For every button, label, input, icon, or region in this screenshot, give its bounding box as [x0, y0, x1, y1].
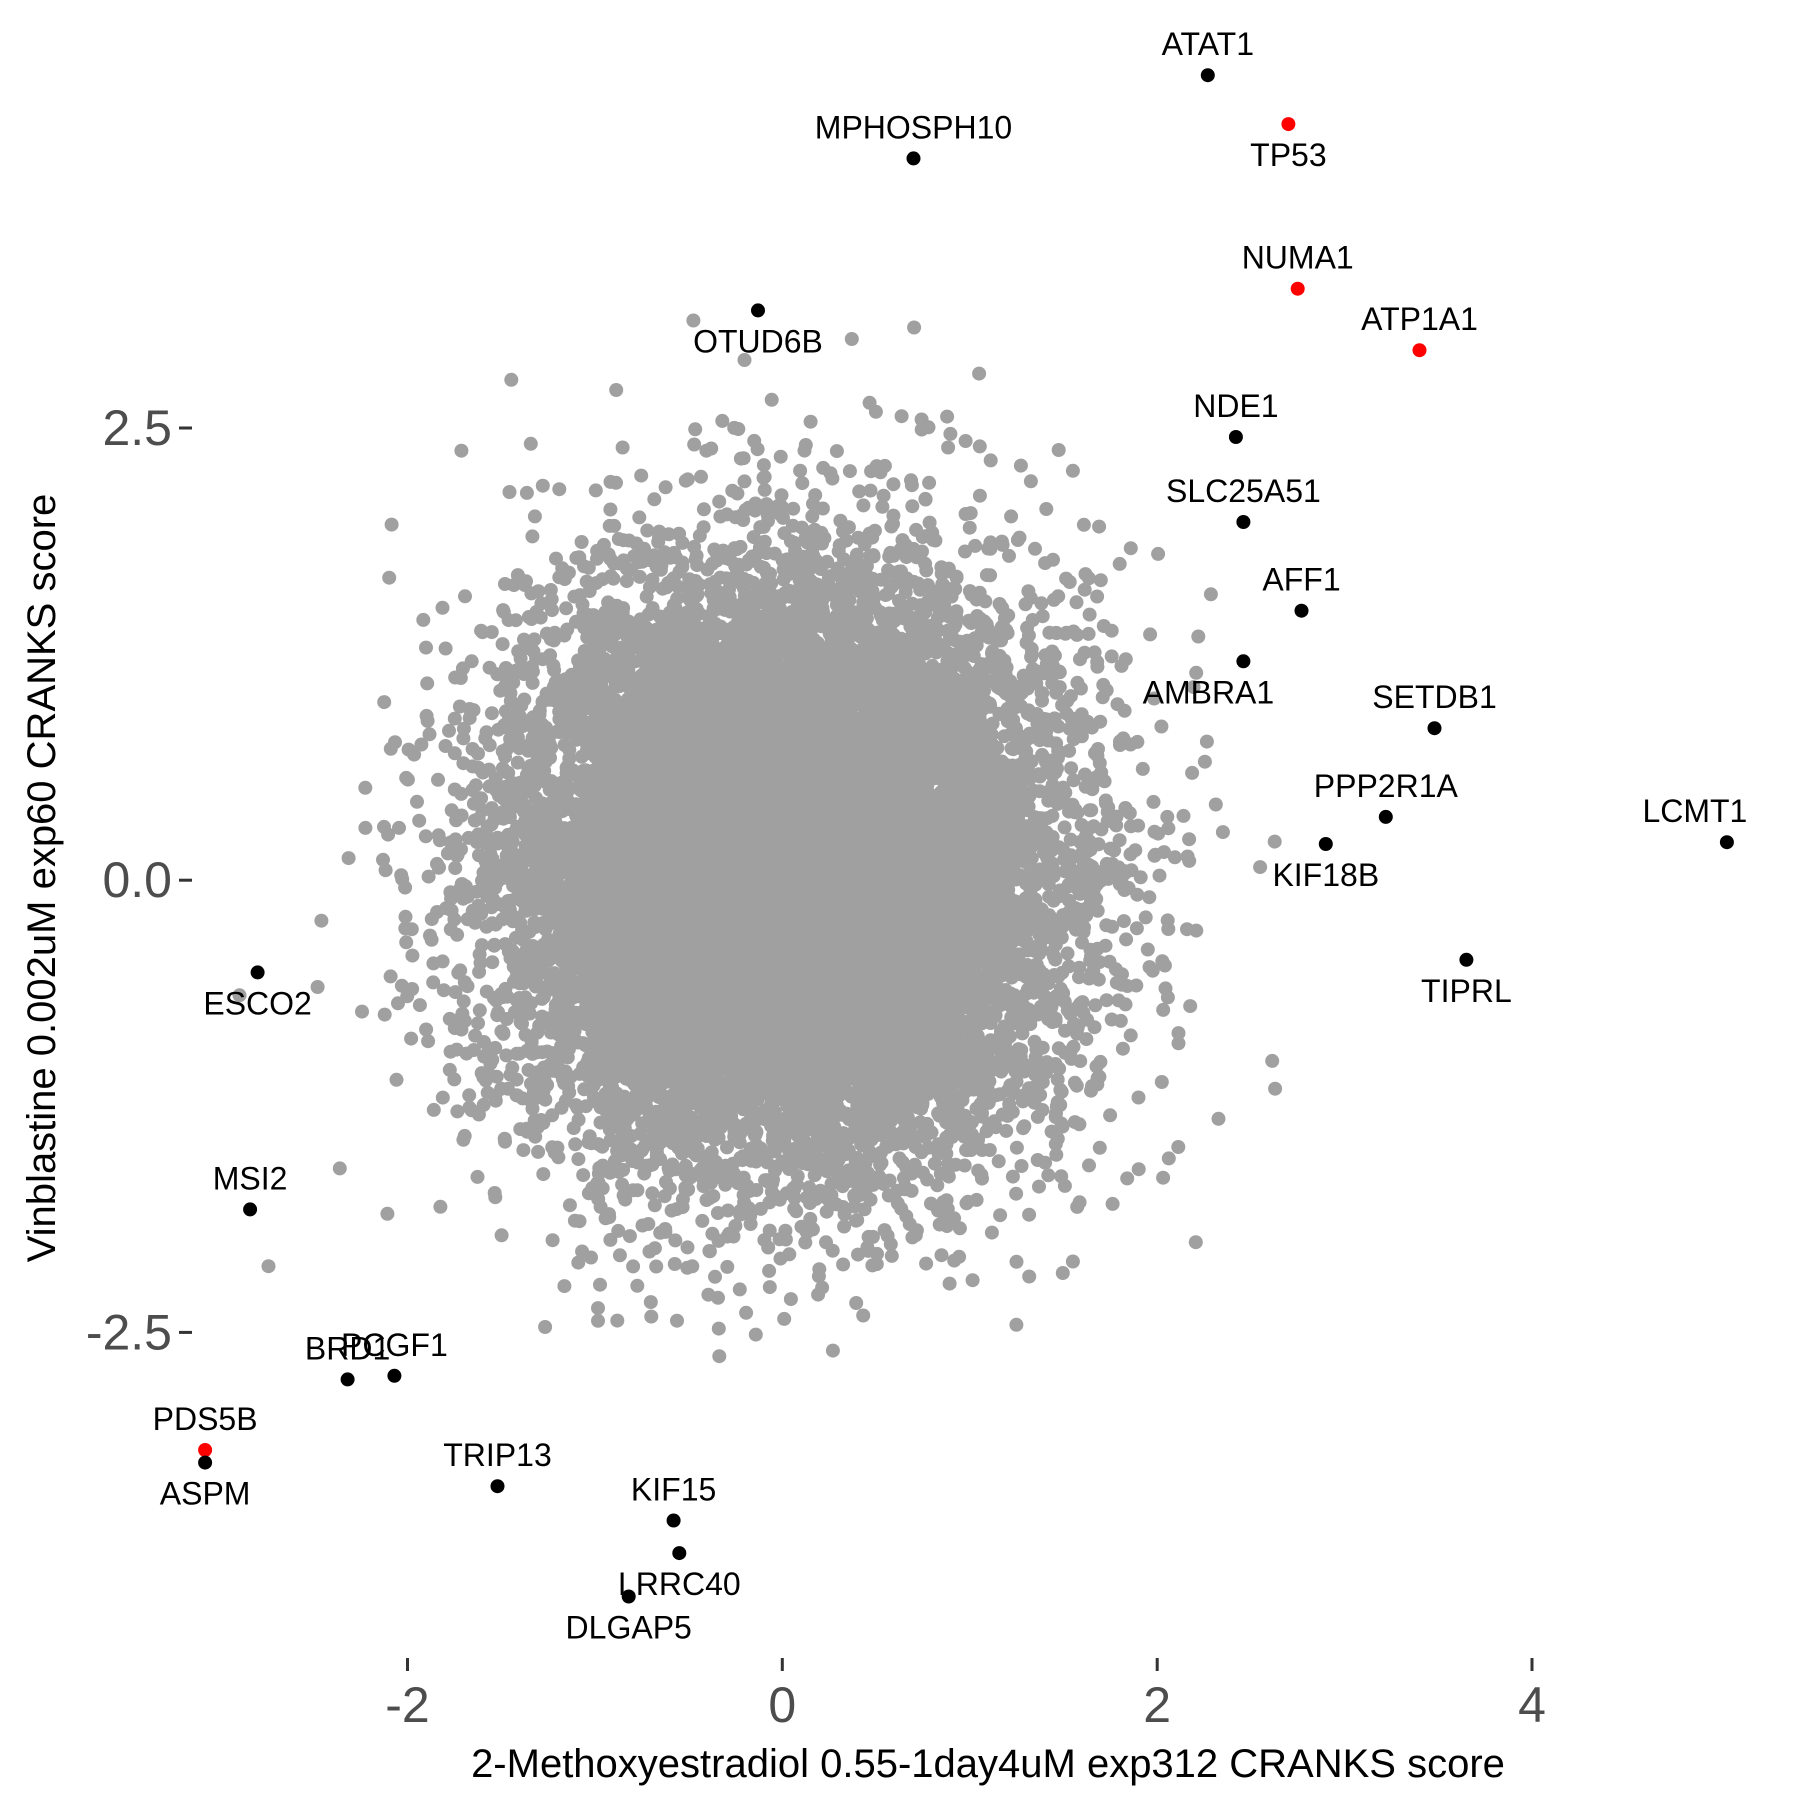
- background-point: [1064, 761, 1079, 776]
- background-point: [1028, 541, 1042, 556]
- background-point: [1054, 1169, 1069, 1184]
- background-point: [499, 1048, 514, 1063]
- background-point: [358, 780, 373, 795]
- background-point: [438, 641, 453, 656]
- background-point: [842, 464, 857, 479]
- background-point: [622, 1229, 637, 1244]
- background-point: [1077, 582, 1092, 597]
- background-points: [232, 313, 1283, 1364]
- background-point: [1197, 754, 1212, 769]
- background-point: [527, 509, 542, 524]
- background-point: [941, 440, 956, 455]
- background-point: [767, 546, 782, 561]
- background-point: [232, 988, 247, 1003]
- background-point: [431, 772, 445, 787]
- background-point: [612, 1248, 627, 1263]
- background-point: [649, 1259, 664, 1274]
- background-point: [1188, 1235, 1203, 1250]
- background-point: [545, 603, 559, 618]
- background-point: [1075, 935, 1089, 950]
- background-point: [688, 422, 703, 437]
- background-point: [972, 488, 987, 503]
- background-point: [1189, 665, 1204, 680]
- background-point: [450, 1104, 465, 1119]
- background-point: [748, 1327, 763, 1342]
- background-point: [819, 1204, 834, 1219]
- background-point: [341, 851, 356, 866]
- background-point: [557, 1279, 572, 1294]
- background-point: [905, 499, 920, 514]
- background-point: [471, 1016, 485, 1031]
- background-point: [757, 482, 772, 497]
- background-point: [377, 1007, 392, 1022]
- background-point: [410, 794, 424, 809]
- background-point: [1009, 1186, 1024, 1201]
- background-point: [433, 1199, 448, 1214]
- background-point: [568, 1137, 583, 1152]
- background-point: [795, 476, 810, 491]
- background-point: [756, 458, 771, 473]
- background-point: [458, 589, 472, 604]
- background-point: [401, 742, 416, 757]
- background-point: [825, 1343, 840, 1358]
- background-point: [1123, 1028, 1138, 1043]
- background-point: [1140, 942, 1155, 957]
- background-point: [922, 475, 937, 490]
- background-point: [536, 1167, 551, 1182]
- background-point: [634, 468, 649, 483]
- background-point: [1009, 1074, 1024, 1089]
- background-point: [1082, 1158, 1096, 1173]
- background-point: [712, 494, 727, 509]
- background-point: [412, 813, 427, 828]
- background-point: [419, 640, 433, 655]
- background-point: [420, 676, 435, 691]
- background-point: [687, 437, 702, 452]
- background-point: [1023, 474, 1038, 489]
- background-point: [1265, 1053, 1280, 1068]
- background-point: [567, 1213, 582, 1228]
- background-point: [746, 530, 761, 545]
- background-point: [667, 1257, 682, 1271]
- background-point: [1116, 914, 1131, 929]
- background-point: [762, 1280, 777, 1295]
- background-point: [886, 477, 901, 492]
- background-point: [384, 517, 399, 532]
- background-point: [1154, 719, 1169, 734]
- background-point: [603, 502, 618, 517]
- background-point: [355, 1004, 369, 1019]
- background-point: [1119, 932, 1134, 947]
- background-point: [531, 1144, 546, 1159]
- background-point: [829, 444, 844, 459]
- background-point: [602, 518, 617, 533]
- background-point: [696, 502, 711, 517]
- background-point: [436, 983, 451, 998]
- background-point: [849, 1296, 864, 1310]
- background-point: [566, 1121, 581, 1136]
- background-point: [462, 1088, 477, 1103]
- background-point: [421, 1034, 436, 1049]
- background-point: [711, 1321, 726, 1336]
- background-point: [574, 535, 589, 549]
- background-point: [1176, 808, 1191, 823]
- background-point: [261, 1259, 276, 1274]
